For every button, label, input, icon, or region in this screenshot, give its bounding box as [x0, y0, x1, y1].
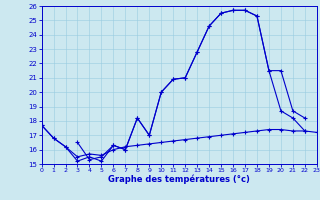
- X-axis label: Graphe des températures (°c): Graphe des températures (°c): [108, 175, 250, 184]
